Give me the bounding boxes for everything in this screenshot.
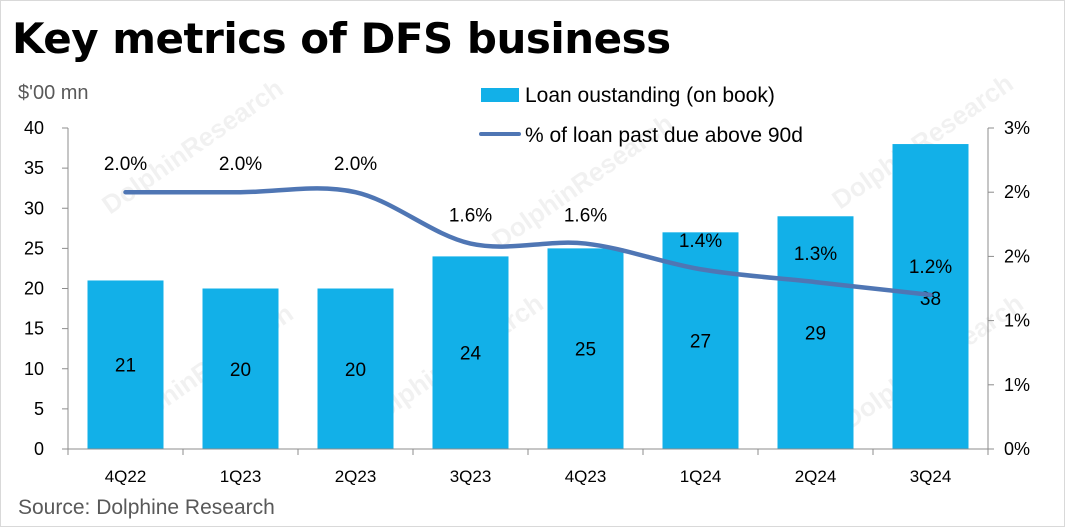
- right-tick-label: 2%: [1004, 182, 1030, 202]
- watermark-text: DolphinResearch: [96, 73, 288, 220]
- left-tick-label: 5: [34, 399, 44, 419]
- bar: [202, 288, 279, 449]
- bar-data-label: 21: [115, 356, 136, 377]
- line-data-label: 1.6%: [449, 206, 492, 227]
- left-tick-label: 10: [24, 359, 44, 379]
- source-note: Source: Dolphine Research: [18, 496, 275, 519]
- left-tick-label: 25: [24, 238, 44, 258]
- x-tick-label: 3Q24: [910, 467, 952, 486]
- legend-swatch-bar: [481, 88, 519, 102]
- bar-data-label: 27: [690, 332, 711, 353]
- x-tick-label: 1Q23: [220, 467, 262, 486]
- left-tick-label: 20: [24, 279, 44, 299]
- bar-data-label: 29: [805, 324, 826, 345]
- left-tick-label: 30: [24, 198, 44, 218]
- bar: [87, 280, 164, 449]
- right-tick-label: 3%: [1004, 118, 1030, 138]
- axes: 0 5 10 15 20 25 30 35 40 0% 1% 1% 2% 2% 3% 4Q22 1Q23 2Q23…: [24, 118, 1030, 486]
- x-tick-label: 2Q24: [795, 467, 837, 486]
- bar-data-label: 25: [575, 340, 596, 361]
- x-tick-label: 2Q23: [335, 467, 377, 486]
- line-data-label: 2.0%: [104, 154, 147, 175]
- right-tick-label: 0%: [1004, 439, 1030, 459]
- bar: [777, 216, 854, 449]
- bar: [317, 288, 394, 449]
- x-tick-label: 4Q23: [565, 467, 607, 486]
- right-tick-label: 1%: [1004, 311, 1030, 331]
- right-tick-label: 2%: [1004, 246, 1030, 266]
- line-data-label: 2.0%: [219, 154, 262, 175]
- left-tick-label: 40: [24, 118, 44, 138]
- left-axis-unit: $'00 mn: [18, 82, 89, 104]
- left-tick-label: 15: [24, 319, 44, 339]
- line-data-label: 1.2%: [909, 257, 952, 278]
- right-tick-label: 1%: [1004, 375, 1030, 395]
- x-tick-label: 4Q22: [105, 467, 147, 486]
- left-tick-label: 0: [34, 439, 44, 459]
- bar-data-label: 20: [345, 360, 366, 381]
- bar: [432, 256, 509, 449]
- bar-data-label: 24: [460, 344, 482, 365]
- left-tick-label: 35: [24, 158, 44, 178]
- legend-label-line: % of loan past due above 90d: [525, 124, 803, 147]
- legend-label-bar: Loan oustanding (on book): [525, 84, 775, 107]
- line-data-label: 1.6%: [564, 206, 607, 227]
- bar-series: [87, 144, 969, 450]
- legend: Loan oustanding (on book) % of loan past…: [479, 84, 803, 147]
- line-data-label: 1.4%: [679, 231, 722, 252]
- line-data-label: 1.3%: [794, 244, 837, 265]
- x-tick-label: 3Q23: [450, 467, 492, 486]
- bar: [547, 248, 624, 449]
- line-series: 2.0% 2.0% 2.0% 1.6% 1.6% 1.4% 1.3% 1.2%: [104, 154, 952, 298]
- bar-data-label: 20: [230, 360, 251, 381]
- chart-title: Key metrics of DFS business: [12, 14, 671, 63]
- x-tick-label: 1Q24: [680, 467, 722, 486]
- rate-line: [123, 186, 933, 298]
- line-data-label: 2.0%: [334, 154, 377, 175]
